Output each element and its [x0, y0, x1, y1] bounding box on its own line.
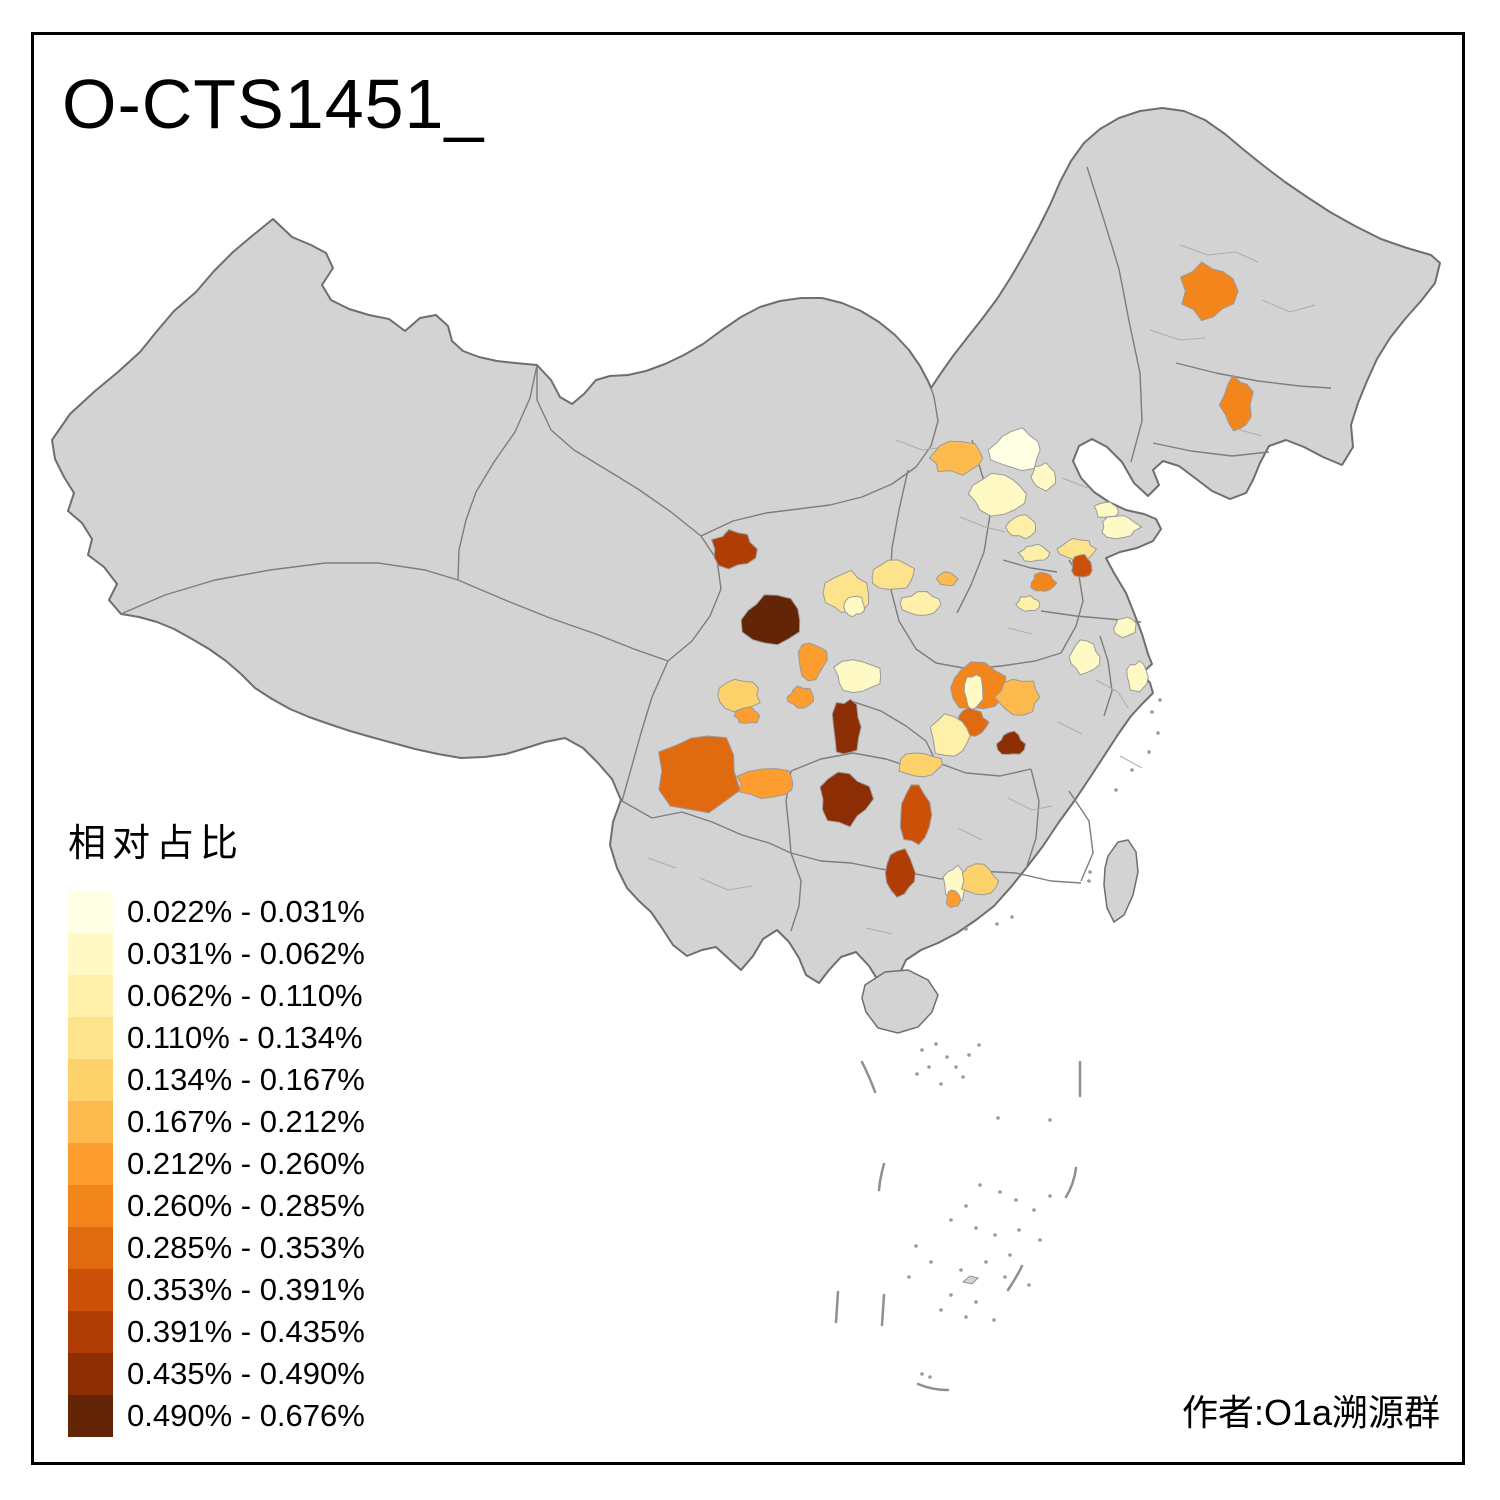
legend-swatch: [68, 1395, 113, 1437]
island-dots: [907, 698, 1162, 1379]
map-region-r2: [1218, 374, 1254, 432]
page-title: O-CTS1451_: [62, 65, 485, 143]
map-region-r6: [967, 472, 1027, 517]
map-region-r21: [740, 594, 801, 646]
map-region-r13: [1030, 571, 1058, 592]
map-region-r37: [995, 730, 1027, 755]
legend-swatch: [68, 1143, 113, 1185]
legend-row: 0.167% - 0.212%: [68, 1101, 365, 1143]
legend-label: 0.435% - 0.490%: [127, 1356, 365, 1391]
legend-row: 0.031% - 0.062%: [68, 933, 365, 975]
prefecture-borders: [647, 244, 1316, 935]
legend-swatch: [68, 1311, 113, 1353]
map-region-r26: [786, 685, 815, 709]
map-region-r10: [1101, 515, 1143, 540]
legend-row: 0.134% - 0.167%: [68, 1059, 365, 1101]
map-region-r42: [1113, 616, 1137, 639]
sea-islet: [961, 1275, 979, 1285]
legend-label: 0.285% - 0.353%: [127, 1230, 365, 1265]
map-region-r15: [871, 559, 915, 590]
legend-swatch: [68, 1059, 113, 1101]
map-region-r19: [843, 595, 865, 618]
map-region-r12: [1071, 553, 1093, 578]
legend-label: 0.391% - 0.435%: [127, 1314, 365, 1349]
map-region-r38: [929, 713, 971, 757]
legend-label: 0.022% - 0.031%: [127, 894, 365, 929]
taiwan-island: [1103, 839, 1139, 924]
legend-swatch: [68, 1269, 113, 1311]
legend-row: 0.353% - 0.391%: [68, 1269, 365, 1311]
map-region-r8: [1005, 514, 1037, 540]
legend-items: 0.022% - 0.031% 0.031% - 0.062% 0.062% - 0…: [68, 891, 365, 1437]
legend-label: 0.031% - 0.062%: [127, 936, 365, 971]
colored-regions-layer: [658, 261, 1254, 909]
map-region-r44: [960, 863, 1000, 896]
nine-dash-line: [834, 1060, 1082, 1392]
legend-swatch: [68, 1185, 113, 1227]
legend-row: 0.062% - 0.110%: [68, 975, 365, 1017]
map-region-r20: [710, 528, 758, 570]
map-region-r17: [899, 590, 942, 616]
map-region-r23: [833, 659, 882, 694]
map-region-r32: [884, 848, 916, 898]
legend-row: 0.391% - 0.435%: [68, 1311, 365, 1353]
legend-label: 0.212% - 0.260%: [127, 1146, 365, 1181]
map-region-r28: [658, 735, 741, 814]
legend: 相对占比 0.022% - 0.031% 0.031% - 0.062% 0.062…: [68, 812, 365, 1437]
legend-row: 0.435% - 0.490%: [68, 1353, 365, 1395]
legend-row: 0.260% - 0.285%: [68, 1185, 365, 1227]
legend-label: 0.353% - 0.391%: [127, 1272, 365, 1307]
map-region-r1: [1179, 261, 1239, 322]
legend-swatch: [68, 975, 113, 1017]
map-region-r14: [1015, 595, 1041, 612]
attribution: 作者:O1a溯源群: [1181, 1392, 1440, 1433]
legend-row: 0.110% - 0.134%: [68, 1017, 365, 1059]
map-region-r27: [736, 767, 794, 800]
map-region-r45: [945, 889, 962, 909]
legend-row: 0.212% - 0.260%: [68, 1143, 365, 1185]
map-region-r25: [733, 706, 761, 724]
legend-label: 0.062% - 0.110%: [127, 978, 363, 1013]
legend-swatch: [68, 933, 113, 975]
legend-swatch: [68, 1101, 113, 1143]
legend-swatch: [68, 1227, 113, 1269]
legend-label: 0.260% - 0.285%: [127, 1188, 365, 1223]
map-region-r35: [994, 678, 1041, 716]
legend-label: 0.490% - 0.676%: [127, 1398, 365, 1433]
map-region-r31: [899, 784, 933, 846]
map-region-r9: [1017, 543, 1051, 563]
legend-label: 0.167% - 0.212%: [127, 1104, 365, 1139]
map-region-r4: [987, 427, 1041, 472]
map-region-r40: [1068, 639, 1101, 676]
plot-frame: [31, 32, 1465, 1465]
map-region-r22: [797, 642, 828, 682]
legend-row: 0.490% - 0.676%: [68, 1395, 365, 1437]
map-region-r3: [928, 440, 984, 476]
map-region-r41: [1126, 659, 1149, 693]
hainan-island: [861, 969, 939, 1034]
map-region-r39: [898, 752, 943, 778]
map-region-r16: [936, 571, 959, 587]
legend-swatch: [68, 891, 113, 933]
legend-swatch: [68, 1017, 113, 1059]
legend-title: 相对占比: [68, 823, 245, 865]
map-region-r5: [1030, 461, 1057, 492]
legend-row: 0.022% - 0.031%: [68, 891, 365, 933]
map-region-r34: [963, 674, 984, 711]
map-region-r30: [819, 771, 875, 828]
map-region-r29: [831, 698, 862, 755]
legend-row: 0.285% - 0.353%: [68, 1227, 365, 1269]
legend-label: 0.110% - 0.134%: [127, 1020, 363, 1055]
legend-swatch: [68, 1353, 113, 1395]
legend-label: 0.134% - 0.167%: [127, 1062, 365, 1097]
